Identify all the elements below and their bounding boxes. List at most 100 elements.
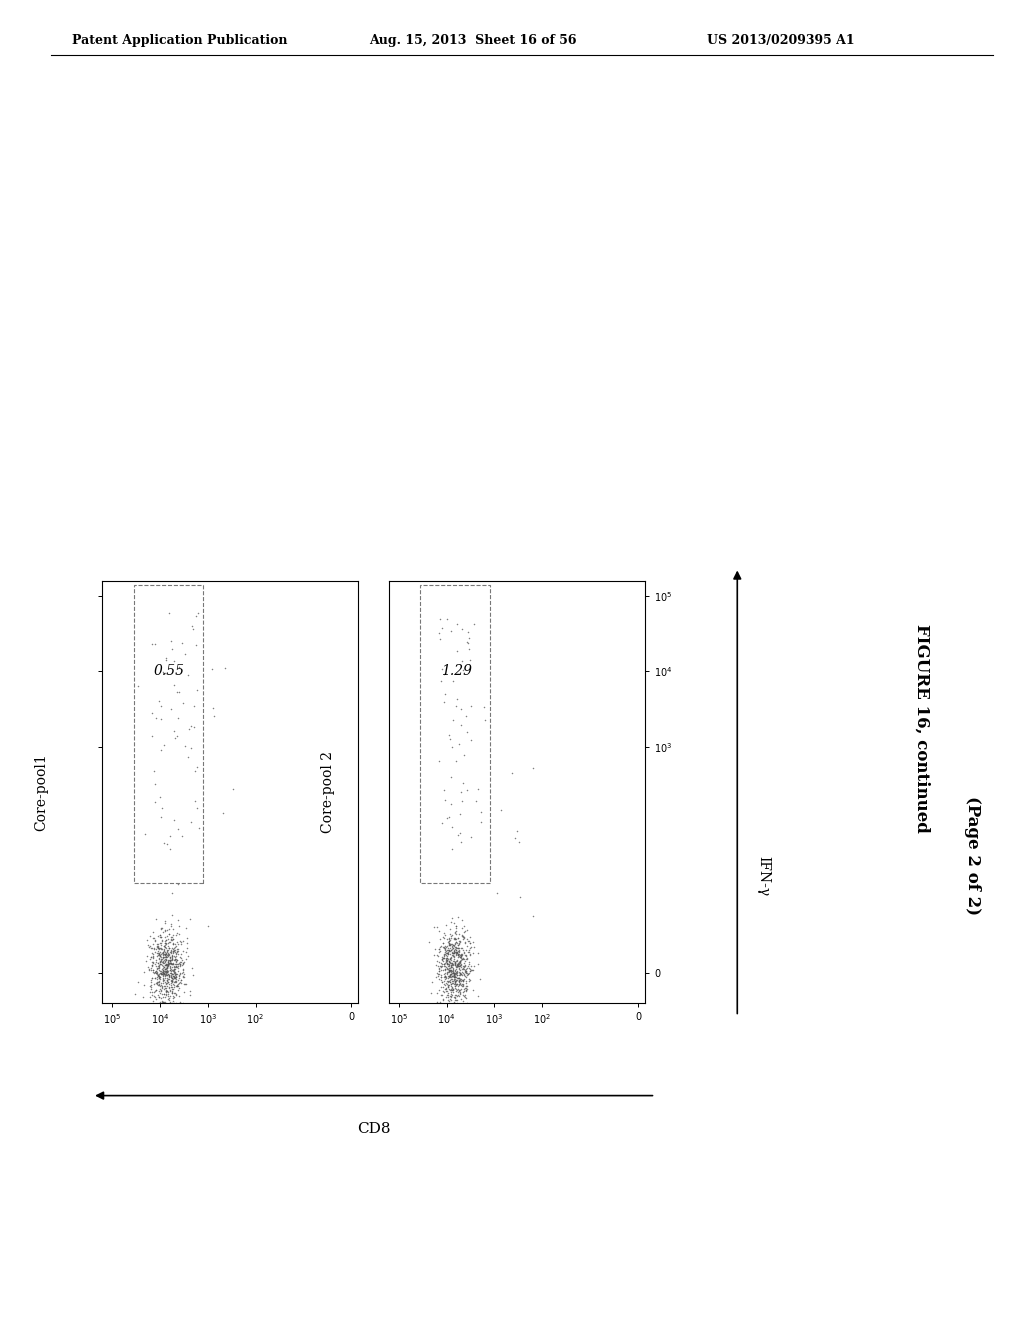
Point — [443, 942, 460, 964]
Point — [443, 933, 460, 954]
Point — [165, 969, 181, 990]
Point — [135, 962, 152, 983]
Point — [461, 931, 477, 952]
Point — [168, 975, 184, 997]
Point — [460, 964, 476, 985]
Point — [446, 952, 463, 973]
Point — [433, 972, 450, 993]
Point — [445, 671, 462, 692]
Point — [441, 965, 458, 986]
Point — [461, 954, 477, 975]
Point — [437, 953, 454, 974]
Point — [447, 985, 464, 1006]
Point — [431, 991, 447, 1012]
Point — [141, 975, 158, 997]
Point — [167, 958, 183, 979]
Point — [150, 965, 166, 986]
Point — [458, 940, 474, 961]
Point — [458, 961, 474, 982]
Point — [433, 956, 450, 977]
Point — [442, 952, 459, 973]
Point — [461, 939, 477, 960]
Point — [152, 953, 168, 974]
Point — [164, 904, 180, 925]
Point — [176, 981, 193, 1002]
Point — [430, 946, 446, 968]
Point — [159, 977, 175, 998]
Point — [440, 941, 457, 962]
Point — [188, 797, 205, 818]
Point — [457, 956, 473, 977]
Point — [169, 953, 185, 974]
Point — [440, 978, 457, 999]
Point — [446, 973, 463, 994]
Point — [441, 954, 458, 975]
Point — [157, 946, 173, 968]
Point — [442, 935, 459, 956]
Point — [434, 985, 451, 1006]
Point — [217, 657, 233, 678]
Point — [436, 970, 453, 991]
Point — [450, 956, 466, 977]
Point — [439, 937, 456, 958]
Point — [156, 961, 172, 982]
Point — [461, 627, 477, 648]
Point — [452, 941, 468, 962]
Point — [161, 932, 177, 953]
Point — [154, 942, 170, 964]
Point — [444, 1015, 461, 1036]
Point — [148, 961, 165, 982]
Point — [431, 961, 447, 982]
Point — [437, 942, 454, 964]
Point — [449, 942, 465, 964]
Point — [461, 961, 477, 982]
Point — [148, 969, 165, 990]
Point — [445, 978, 462, 999]
Point — [456, 952, 472, 973]
Point — [449, 612, 465, 634]
Point — [440, 960, 457, 981]
Point — [451, 986, 467, 1007]
Point — [458, 975, 474, 997]
Point — [439, 952, 456, 973]
Point — [155, 973, 171, 994]
Point — [443, 964, 460, 985]
Point — [167, 964, 183, 985]
Point — [171, 657, 187, 678]
Point — [444, 942, 461, 964]
Point — [159, 954, 175, 975]
Point — [163, 966, 179, 987]
Point — [436, 945, 453, 966]
Point — [162, 941, 178, 962]
Point — [157, 954, 173, 975]
Point — [449, 956, 465, 977]
Point — [188, 756, 205, 777]
Point — [452, 952, 468, 973]
Point — [167, 968, 183, 989]
Point — [449, 986, 465, 1007]
Point — [424, 972, 440, 993]
Point — [443, 940, 460, 961]
Point — [459, 978, 475, 999]
Point — [444, 935, 461, 956]
Point — [445, 965, 462, 986]
Point — [159, 965, 175, 986]
Point — [163, 953, 179, 974]
Point — [164, 949, 180, 970]
Point — [438, 977, 455, 998]
Point — [151, 942, 167, 964]
Point — [158, 1001, 174, 1022]
Point — [166, 937, 182, 958]
Point — [167, 962, 183, 983]
Point — [453, 945, 469, 966]
Point — [170, 708, 186, 729]
Point — [148, 972, 165, 993]
Point — [158, 648, 174, 669]
Point — [166, 721, 182, 742]
Point — [443, 966, 460, 987]
Point — [446, 949, 463, 970]
Point — [447, 961, 464, 982]
Point — [150, 974, 166, 995]
Point — [434, 989, 451, 1010]
Point — [449, 928, 465, 949]
